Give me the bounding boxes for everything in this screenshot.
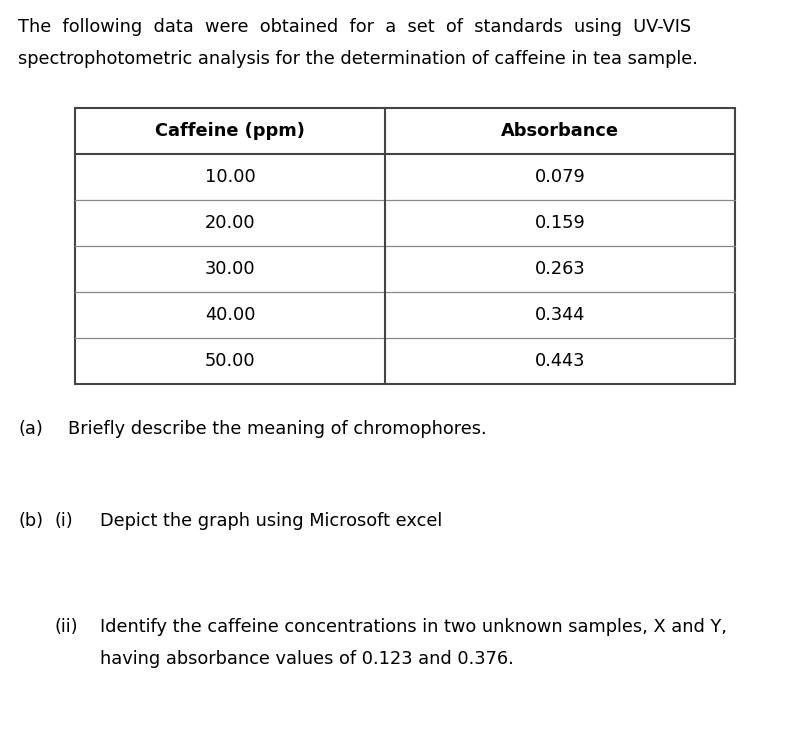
Text: 0.443: 0.443 bbox=[535, 352, 585, 370]
Text: 0.263: 0.263 bbox=[535, 260, 585, 278]
Text: (i): (i) bbox=[55, 512, 74, 530]
Text: Identify the caffeine concentrations in two unknown samples, X and Y,: Identify the caffeine concentrations in … bbox=[100, 618, 727, 636]
Text: 40.00: 40.00 bbox=[204, 306, 255, 324]
Text: 30.00: 30.00 bbox=[204, 260, 255, 278]
Text: 0.159: 0.159 bbox=[535, 214, 585, 232]
Text: having absorbance values of 0.123 and 0.376.: having absorbance values of 0.123 and 0.… bbox=[100, 650, 514, 668]
Text: spectrophotometric analysis for the determination of caffeine in tea sample.: spectrophotometric analysis for the dete… bbox=[18, 50, 698, 68]
Bar bbox=[75, 108, 735, 384]
Text: (ii): (ii) bbox=[55, 618, 78, 636]
Text: 10.00: 10.00 bbox=[204, 168, 255, 186]
Text: Depict the graph using Microsoft excel: Depict the graph using Microsoft excel bbox=[100, 512, 442, 530]
Text: Absorbance: Absorbance bbox=[501, 122, 619, 140]
Text: 0.079: 0.079 bbox=[535, 168, 585, 186]
Text: 20.00: 20.00 bbox=[204, 214, 255, 232]
Text: (b): (b) bbox=[18, 512, 43, 530]
Text: Briefly describe the meaning of chromophores.: Briefly describe the meaning of chromoph… bbox=[68, 420, 486, 438]
Text: (a): (a) bbox=[18, 420, 43, 438]
Text: 0.344: 0.344 bbox=[535, 306, 585, 324]
Text: 50.00: 50.00 bbox=[204, 352, 255, 370]
Text: Caffeine (ppm): Caffeine (ppm) bbox=[155, 122, 305, 140]
Text: The  following  data  were  obtained  for  a  set  of  standards  using  UV-VIS: The following data were obtained for a s… bbox=[18, 18, 691, 36]
